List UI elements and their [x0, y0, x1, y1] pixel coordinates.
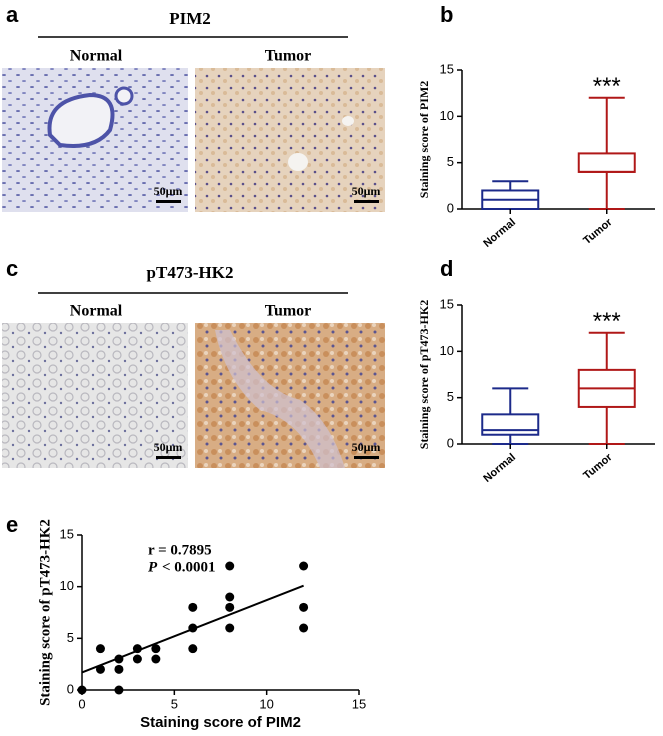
lumen [342, 116, 354, 126]
y-tick-label: 15 [440, 61, 454, 76]
micrograph [195, 68, 385, 212]
scale-bar [156, 456, 181, 459]
scale-bar [354, 200, 379, 203]
scale-label: 50μm [352, 440, 381, 454]
y-tick-label: 5 [447, 389, 454, 404]
significance: *** [593, 308, 621, 335]
box [577, 152, 636, 173]
x-axis-label: Staining score of PIM2 [140, 714, 301, 731]
vessel [47, 92, 115, 148]
x-tick-label: 5 [171, 696, 178, 711]
panel-c: c pT473-HK2 Normal Tumor 50μm 50μm [2, 256, 385, 468]
x-tick-label: Normal [481, 451, 518, 485]
y-axis-label: Staining score of pT473-HK2 [417, 300, 431, 449]
stat-p-symbol: P [148, 559, 158, 575]
scale-label: 50μm [154, 184, 183, 198]
group-label: Normal [70, 48, 123, 65]
point [188, 623, 198, 633]
x-tick-label: 0 [78, 696, 85, 711]
point [132, 644, 142, 654]
group-label: Normal [70, 303, 123, 320]
group-label: Tumor [265, 303, 312, 320]
y-tick-label: 5 [447, 154, 454, 169]
y-tick-label: 0 [447, 435, 454, 450]
point [188, 602, 198, 612]
x-tick-label: 10 [259, 696, 273, 711]
point [225, 592, 235, 602]
point [299, 602, 309, 612]
x-tick-label: Tumor [581, 451, 615, 482]
x-tick-label: Tumor [581, 216, 615, 247]
x-tick-label: 15 [352, 696, 366, 711]
scale-bar [354, 456, 379, 459]
point [151, 644, 161, 654]
y-tick-label: 5 [67, 630, 74, 645]
stat-r: r = 0.7895 [148, 542, 212, 558]
scale-label: 50μm [154, 440, 183, 454]
x-tick-label: Normal [481, 216, 518, 250]
significance: *** [593, 73, 621, 100]
panel-label: e [6, 512, 18, 537]
y-tick-label: 0 [447, 200, 454, 215]
point [225, 623, 235, 633]
panel-label: a [6, 2, 19, 27]
panel-label: b [440, 2, 453, 27]
group-label: Tumor [265, 48, 312, 65]
point [95, 644, 105, 654]
y-tick-label: 15 [440, 296, 454, 311]
panel-label: c [6, 256, 18, 281]
y-tick-label: 10 [60, 578, 74, 593]
lumen [288, 153, 308, 171]
scale-bar [156, 200, 181, 203]
point [151, 654, 161, 664]
vessel [114, 86, 134, 106]
point [77, 685, 87, 695]
point [225, 602, 235, 612]
box [481, 413, 540, 436]
point [132, 654, 142, 664]
stat-p-value: < 0.0001 [162, 559, 216, 575]
stain-title: PIM2 [169, 9, 211, 28]
point [95, 664, 105, 674]
y-tick-label: 10 [440, 108, 454, 123]
panel-label: d [440, 256, 453, 281]
stroma [215, 330, 345, 468]
point [299, 561, 309, 571]
point [188, 644, 198, 654]
point [114, 664, 124, 674]
y-axis-label: Staining score of pT473-HK2 [37, 519, 53, 706]
panel-a: a PIM2 Normal Tumor 50μm 50μm [2, 2, 385, 212]
y-tick-label: 15 [60, 526, 74, 541]
scale-label: 50μm [352, 184, 381, 198]
y-tick-label: 10 [440, 343, 454, 358]
y-tick-label: 0 [67, 681, 74, 696]
micrograph [2, 323, 188, 468]
point [299, 623, 309, 633]
stain-title: pT473-HK2 [147, 263, 234, 282]
y-axis-label: Staining score of PIM2 [417, 81, 431, 198]
point [225, 561, 235, 571]
point [114, 654, 124, 664]
point [114, 685, 124, 695]
